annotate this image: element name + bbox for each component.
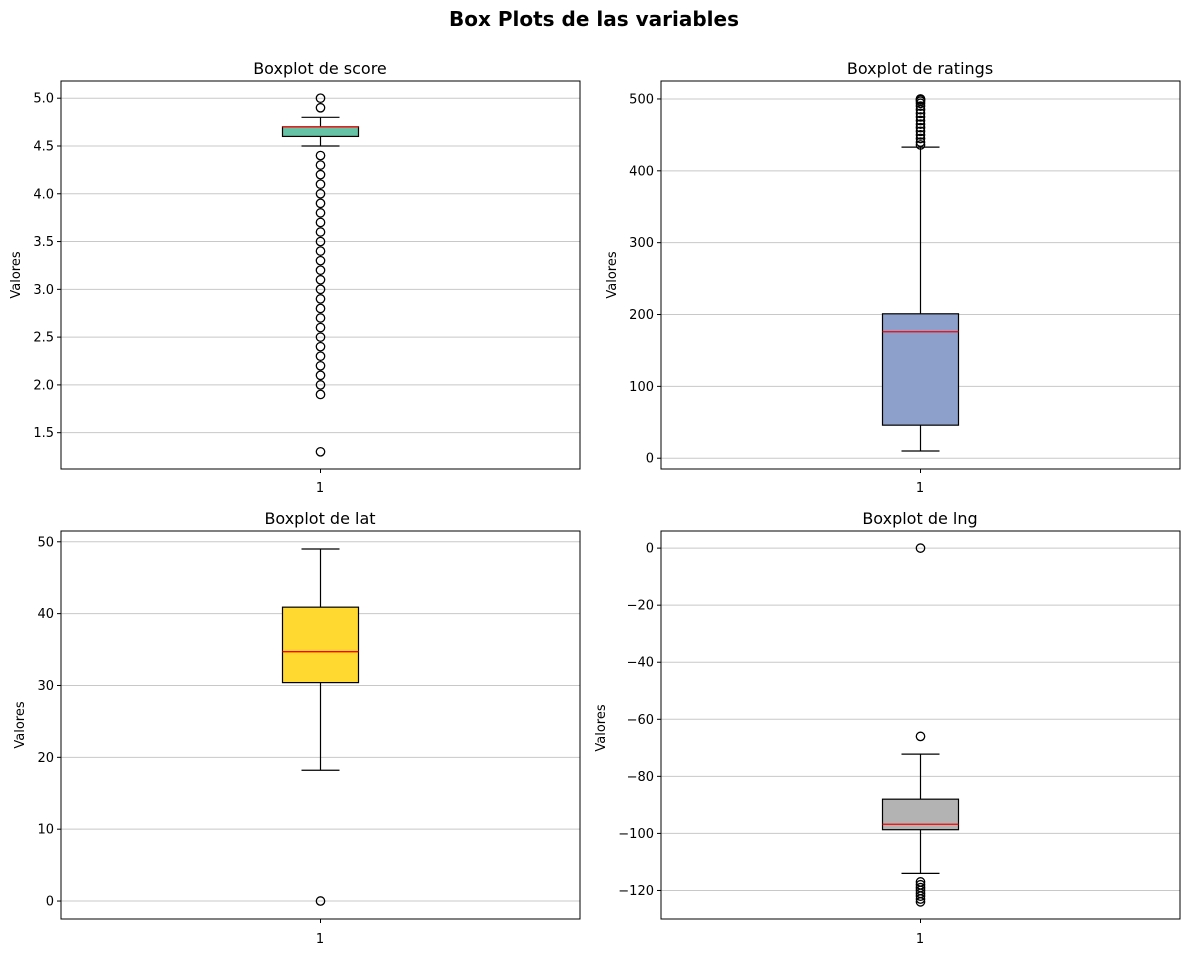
box	[281, 126, 360, 138]
y-tick-label: −120	[618, 884, 654, 899]
box	[881, 798, 960, 831]
outlier-point	[315, 188, 326, 199]
x-tick-label: 1	[916, 481, 924, 496]
outlier-point	[315, 217, 326, 228]
outlier-point	[315, 380, 326, 390]
outlier-point	[315, 236, 326, 247]
outlier-point	[915, 140, 926, 150]
y-tick-label: 20	[37, 751, 54, 766]
y-tick-label: 3.5	[33, 235, 54, 250]
outlier-point	[915, 894, 926, 904]
outlier-point	[315, 169, 326, 180]
subplot-title: Boxplot de lng	[862, 509, 977, 528]
y-tick-label: 400	[629, 164, 654, 179]
outlier-point	[315, 160, 326, 170]
outlier-point	[915, 897, 926, 907]
y-tick-label: 1.5	[33, 426, 54, 441]
outlier-point	[315, 198, 326, 209]
y-tick-label: 4.5	[33, 139, 54, 154]
y-tick-label: −100	[618, 827, 654, 842]
outlier-point	[315, 102, 326, 113]
y-tick-label: −40	[627, 656, 654, 671]
outlier-point	[915, 112, 926, 122]
x-tick-label: 1	[916, 932, 924, 947]
outlier-point	[315, 255, 326, 266]
outlier-point	[315, 93, 326, 104]
y-tick-label: −20	[627, 599, 654, 614]
outlier-point	[315, 896, 326, 906]
figure-title: Box Plots de las variables	[449, 7, 739, 31]
y-tick-label: 200	[629, 308, 654, 323]
outlier-point	[315, 284, 326, 295]
outlier-point	[315, 360, 326, 371]
y-axis-label: Valores	[13, 701, 28, 748]
outlier-point	[315, 265, 326, 276]
subplot-title: Boxplot de ratings	[847, 59, 993, 78]
y-axis-label: Valores	[605, 251, 620, 298]
outlier-point	[315, 208, 326, 218]
outlier-point	[315, 370, 326, 381]
y-tick-label: 0	[646, 542, 654, 557]
box	[881, 313, 960, 426]
x-tick-label: 1	[316, 481, 324, 496]
y-tick-label: 100	[629, 380, 654, 395]
outlier-point	[315, 274, 326, 285]
subplot-title: Boxplot de lat	[264, 509, 375, 528]
outlier-point	[915, 543, 926, 553]
outlier-point	[315, 246, 326, 256]
y-tick-label: 5.0	[33, 92, 54, 107]
outlier-point	[315, 179, 326, 190]
outlier-point	[315, 294, 326, 304]
outlier-point	[915, 115, 926, 126]
subplot-title: Boxplot de score	[253, 59, 387, 78]
subplot-ratings: Boxplot de ratings Valores 1 0 100 200 300 4…	[605, 59, 1181, 496]
outlier-point	[315, 227, 326, 237]
outlier-point	[315, 351, 326, 362]
y-tick-label: 10	[37, 823, 54, 838]
y-tick-label: 500	[629, 92, 654, 107]
box	[281, 606, 360, 684]
y-tick-label: 4.0	[33, 187, 54, 202]
y-tick-label: 0	[46, 895, 54, 910]
outlier-point	[915, 126, 926, 137]
outlier-point	[315, 389, 326, 400]
subplot-lng: Boxplot de lng Valores 1 0 −20 −40 −60 −80 −1…	[594, 509, 1181, 947]
outlier-point	[915, 119, 926, 129]
subplot-score: Boxplot de score Valores 1 1.5 2.0 2.5 3.0 3…	[9, 59, 581, 496]
outlier-point	[315, 341, 326, 352]
outlier-point	[915, 130, 926, 140]
y-tick-label: 0	[646, 452, 654, 467]
outlier-point	[315, 446, 326, 457]
outlier-point	[915, 137, 926, 147]
outlier-point	[315, 332, 326, 342]
y-axis-label: Valores	[594, 704, 609, 751]
outlier-point	[915, 122, 926, 133]
y-tick-label: 50	[37, 535, 54, 550]
y-tick-label: 300	[629, 236, 654, 251]
outlier-point	[915, 891, 926, 902]
y-tick-label: −60	[627, 713, 654, 728]
subplot-lat: Boxplot de lat Valores 1 0 10 20 30 40 50	[13, 509, 581, 947]
outlier-point	[915, 108, 926, 119]
y-tick-label: −80	[627, 770, 654, 785]
outlier-point	[915, 101, 926, 111]
outlier-point	[315, 303, 326, 314]
y-tick-label: 30	[37, 679, 54, 694]
outlier-point	[915, 133, 926, 144]
y-axis-label: Valores	[9, 251, 24, 298]
y-tick-label: 2.0	[33, 378, 54, 393]
outlier-point	[315, 313, 326, 323]
y-tick-label: 40	[37, 607, 54, 622]
y-tick-label: 3.0	[33, 283, 54, 298]
x-tick-label: 1	[316, 932, 324, 947]
outlier-point	[915, 94, 926, 104]
outlier-point	[315, 150, 326, 161]
y-tick-label: 2.5	[33, 331, 54, 346]
outlier-point	[915, 731, 926, 742]
outlier-point	[315, 322, 326, 333]
